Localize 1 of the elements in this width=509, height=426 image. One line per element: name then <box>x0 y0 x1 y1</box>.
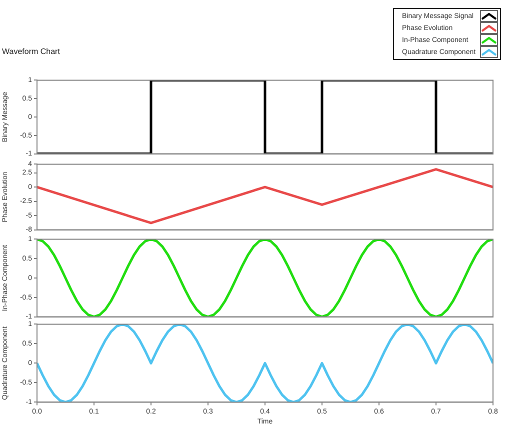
chart-title: Waveform Chart <box>2 47 60 56</box>
